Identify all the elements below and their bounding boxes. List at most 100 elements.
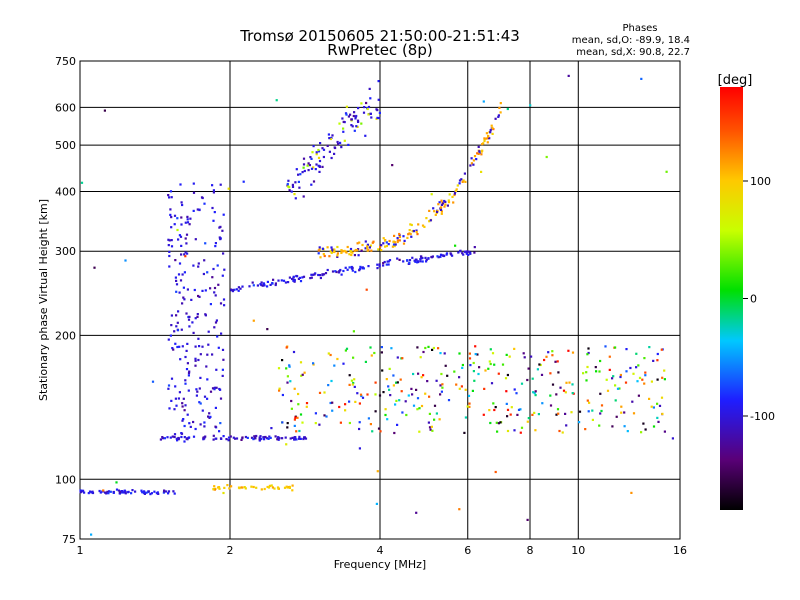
data-point [398, 399, 401, 402]
data-point [440, 210, 443, 213]
data-point [350, 253, 353, 257]
data-point [488, 137, 491, 140]
data-point [212, 219, 215, 222]
data-point [396, 237, 399, 240]
data-point [338, 405, 341, 409]
data-point [558, 429, 561, 433]
data-point [263, 487, 266, 491]
data-point [291, 277, 294, 281]
data-point [178, 345, 181, 348]
data-point [342, 269, 345, 273]
data-point [310, 183, 313, 186]
data-point [643, 382, 646, 385]
data-point [526, 378, 529, 382]
data-point [506, 415, 509, 418]
data-point [327, 352, 330, 355]
data-point [419, 356, 422, 359]
data-point [496, 430, 499, 433]
data-point [353, 378, 356, 381]
data-point [565, 381, 568, 384]
data-point [388, 367, 391, 370]
data-point [237, 286, 240, 289]
data-point [345, 347, 349, 350]
data-point [203, 259, 206, 262]
data-point [482, 142, 485, 145]
data-point [360, 394, 363, 398]
data-point [460, 178, 463, 181]
data-point [331, 250, 334, 253]
data-point [203, 425, 206, 428]
data-point [212, 191, 215, 194]
data-point [353, 385, 356, 388]
data-point [329, 250, 332, 253]
y-tick-label: 400 [55, 185, 76, 198]
data-point [329, 137, 332, 141]
data-point [207, 343, 210, 346]
data-point [595, 370, 598, 373]
data-point [370, 249, 373, 252]
data-point [640, 77, 643, 80]
data-point [302, 195, 305, 198]
data-point [497, 422, 500, 425]
data-point [206, 397, 209, 400]
phase-stats-heading: Phases [622, 23, 657, 34]
data-point [393, 431, 396, 435]
data-point [594, 366, 597, 369]
data-point [531, 413, 534, 416]
data-point [407, 394, 410, 397]
data-point [370, 116, 373, 119]
data-point [181, 302, 184, 305]
data-point [388, 388, 391, 391]
data-point [420, 404, 424, 408]
data-point [415, 230, 418, 234]
data-point [623, 425, 626, 428]
data-point [322, 148, 326, 151]
data-point [392, 240, 395, 243]
data-point [333, 364, 336, 367]
data-point [347, 143, 350, 146]
data-point [474, 353, 477, 356]
data-point [409, 233, 412, 236]
data-point [344, 266, 347, 269]
data-point [519, 408, 522, 411]
data-point [241, 285, 244, 288]
data-point [305, 405, 308, 408]
data-point [170, 196, 173, 199]
data-point [348, 400, 351, 403]
data-point [264, 435, 267, 439]
data-point [153, 490, 156, 493]
data-point [199, 376, 202, 379]
data-point [168, 239, 171, 242]
data-point [204, 313, 207, 316]
data-point [270, 427, 273, 430]
data-point [398, 235, 401, 239]
data-point [549, 404, 553, 407]
data-point [568, 381, 571, 384]
data-point [506, 373, 509, 377]
data-point [359, 265, 362, 268]
data-point [202, 436, 206, 439]
data-point [351, 125, 354, 128]
data-point [203, 421, 206, 424]
y-tick-label: 100 [55, 473, 76, 486]
data-point [289, 437, 292, 440]
data-point [534, 390, 537, 393]
data-point [388, 259, 392, 262]
data-point [310, 273, 313, 276]
data-point [207, 330, 210, 333]
data-point [203, 395, 207, 398]
data-point [186, 221, 190, 224]
x-tick-label: 2 [227, 544, 234, 557]
data-point [289, 380, 292, 383]
data-point [477, 372, 480, 376]
data-point [408, 259, 412, 262]
data-point [178, 262, 182, 265]
data-point [526, 518, 529, 521]
data-point [392, 374, 395, 377]
data-point [300, 374, 303, 377]
data-point [120, 491, 123, 494]
data-point [286, 426, 289, 429]
data-point [208, 412, 211, 415]
data-point [214, 242, 217, 245]
data-point [393, 245, 396, 248]
